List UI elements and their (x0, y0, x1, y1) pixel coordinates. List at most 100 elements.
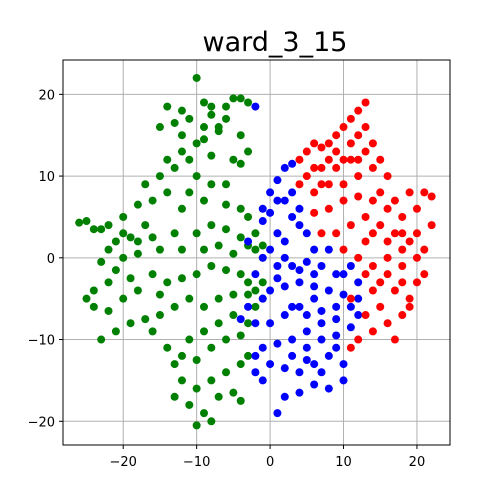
data-point (339, 245, 348, 254)
data-point (192, 172, 201, 181)
data-point (280, 392, 289, 401)
data-point (368, 229, 377, 238)
data-point (141, 315, 150, 324)
data-point (332, 131, 341, 140)
data-point (354, 192, 363, 201)
x-tick-label: 0 (266, 455, 274, 470)
data-point (244, 302, 253, 311)
data-point (192, 229, 201, 238)
data-point (339, 360, 348, 369)
data-point (133, 237, 142, 246)
data-point (302, 172, 311, 181)
data-point (251, 245, 260, 254)
data-point (104, 306, 113, 315)
data-point (177, 351, 186, 360)
data-point (332, 331, 341, 340)
data-point (75, 218, 84, 227)
data-point (368, 163, 377, 172)
data-point (258, 241, 267, 250)
data-point (177, 106, 186, 115)
data-point (170, 360, 179, 369)
data-point (354, 294, 363, 303)
data-point (288, 351, 297, 360)
data-point (354, 253, 363, 262)
data-point (163, 155, 172, 164)
data-point (163, 102, 172, 111)
data-point (199, 135, 208, 144)
data-point (199, 245, 208, 254)
data-point (280, 253, 289, 262)
data-point (376, 221, 385, 230)
data-point (288, 159, 297, 168)
series-1 (236, 102, 363, 418)
data-point (332, 343, 341, 352)
data-point (310, 188, 319, 197)
data-point (273, 274, 282, 283)
data-point (222, 225, 231, 234)
data-point (376, 188, 385, 197)
x-tick-label: 10 (335, 455, 352, 470)
data-point (170, 229, 179, 238)
data-point (339, 180, 348, 189)
data-points (75, 73, 436, 430)
data-point (199, 327, 208, 336)
data-point (302, 327, 311, 336)
data-point (177, 204, 186, 213)
data-point (427, 192, 436, 201)
data-point (354, 278, 363, 287)
data-point (376, 278, 385, 287)
data-point (302, 311, 311, 320)
axis-ticks: −20 −10 0 10 20 −20 −10 0 10 20 (28, 88, 426, 470)
data-point (192, 421, 201, 430)
data-point (398, 278, 407, 287)
data-point (236, 233, 245, 242)
data-point (354, 335, 363, 344)
data-point (82, 294, 91, 303)
x-tick-label: 20 (409, 455, 426, 470)
data-point (155, 172, 164, 181)
data-point (280, 282, 289, 291)
data-point (258, 204, 267, 213)
data-point (354, 106, 363, 115)
data-point (280, 364, 289, 373)
data-point (185, 400, 194, 409)
data-point (390, 196, 399, 205)
data-point (354, 311, 363, 320)
data-point (346, 221, 355, 230)
data-point (141, 180, 150, 189)
data-point (214, 123, 223, 132)
data-point (302, 147, 311, 156)
data-point (155, 245, 164, 254)
data-point (207, 151, 216, 160)
data-point (368, 196, 377, 205)
data-point (222, 114, 231, 123)
data-point (133, 249, 142, 258)
data-point (332, 163, 341, 172)
data-point (266, 286, 275, 295)
data-point (317, 143, 326, 152)
data-point (332, 302, 341, 311)
data-point (288, 335, 297, 344)
data-point (376, 302, 385, 311)
data-point (266, 319, 275, 328)
data-point (280, 163, 289, 172)
chart-title: ward_3_15 (203, 27, 348, 58)
data-point (398, 229, 407, 238)
data-point (236, 360, 245, 369)
data-point (317, 368, 326, 377)
data-point (368, 261, 377, 270)
data-point (295, 302, 304, 311)
data-point (324, 384, 333, 393)
data-point (119, 229, 128, 238)
data-point (383, 270, 392, 279)
data-point (361, 212, 370, 221)
data-point (412, 278, 421, 287)
data-point (163, 278, 172, 287)
data-point (148, 270, 157, 279)
data-point (324, 245, 333, 254)
data-point (155, 311, 164, 320)
data-point (192, 270, 201, 279)
data-point (368, 286, 377, 295)
data-point (185, 335, 194, 344)
data-point (97, 257, 106, 266)
